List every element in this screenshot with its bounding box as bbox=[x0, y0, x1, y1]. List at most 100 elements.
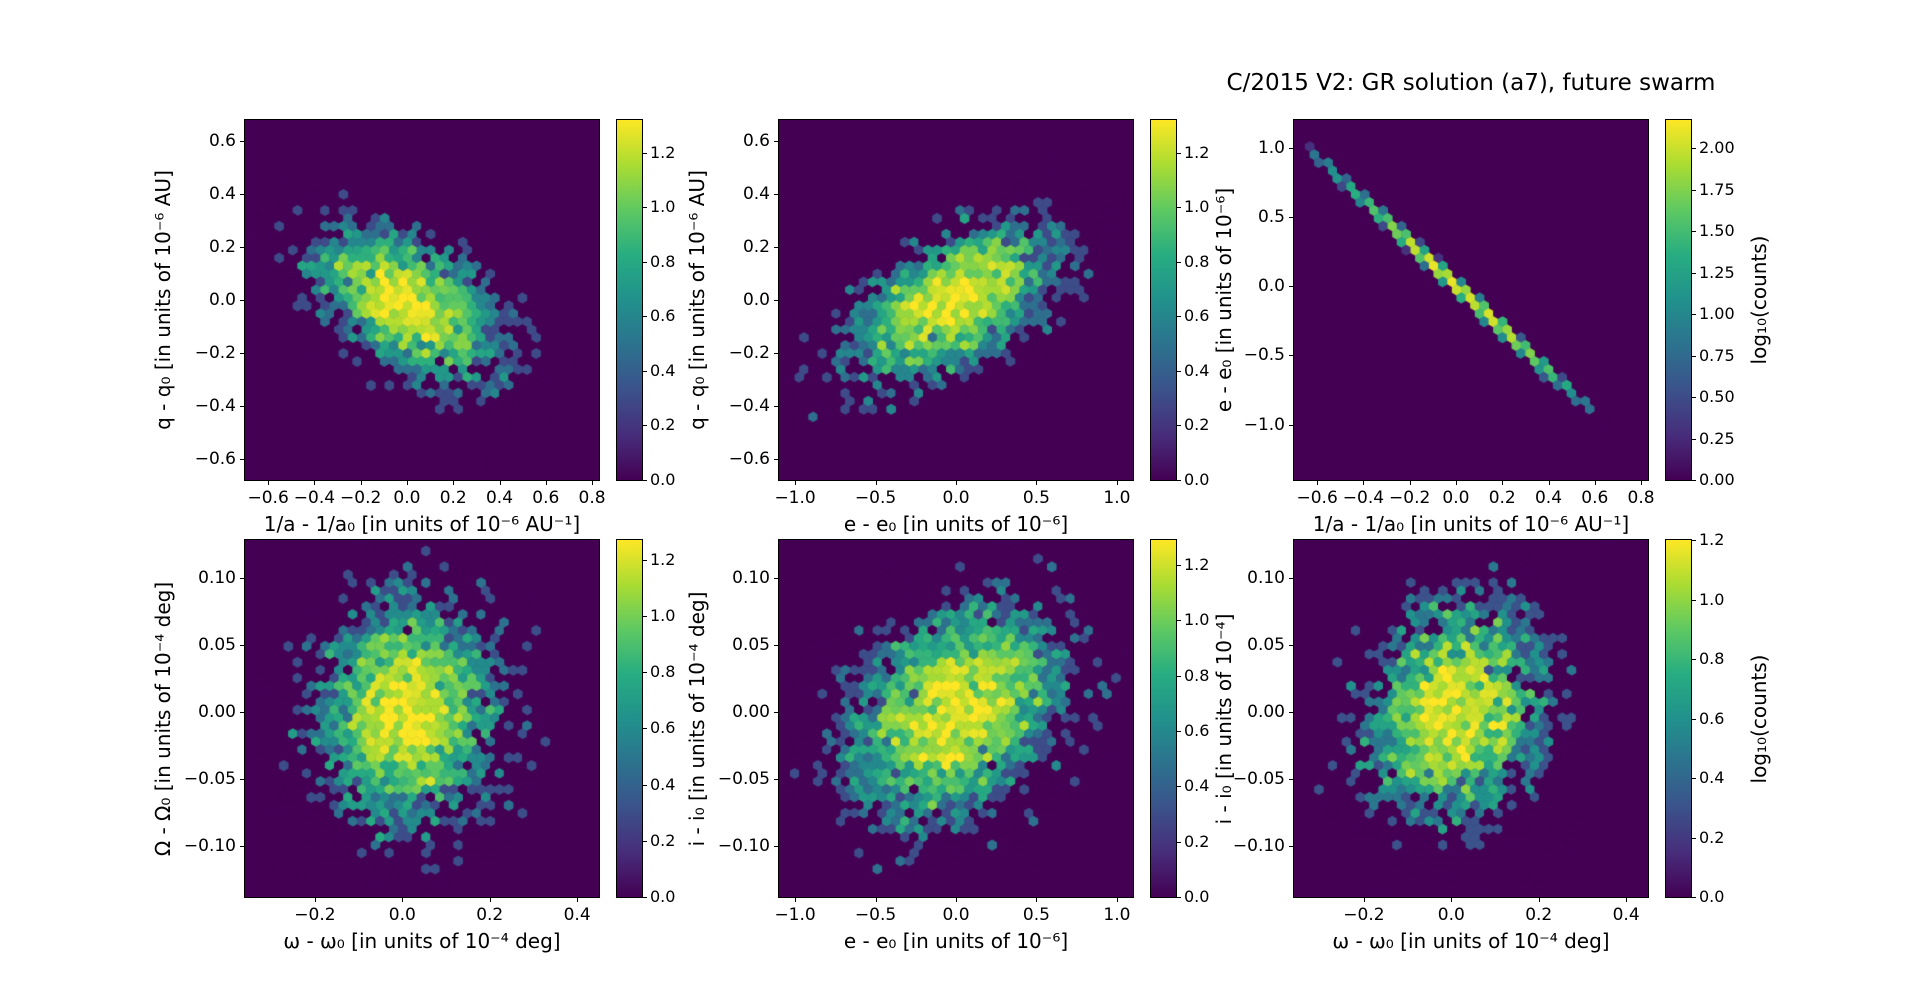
hexbin-plot-bottom-left bbox=[244, 539, 600, 898]
colorbar-tick-label: 0.2 bbox=[1184, 831, 1210, 851]
colorbar-tick-label: 1.0 bbox=[1184, 197, 1210, 217]
x-tick-label: 0.0 bbox=[1437, 905, 1465, 925]
colorbar-label: log₁₀(counts) bbox=[1747, 235, 1771, 365]
x-tick-label: 0.5 bbox=[1022, 488, 1050, 508]
colorbar-tick-label: 0.6 bbox=[1184, 306, 1210, 326]
x-tick-mark bbox=[453, 480, 455, 485]
hexbin-plot-bottom-middle bbox=[778, 539, 1134, 898]
y-axis-label: Ω - Ω₀ [in units of 10⁻⁴ deg] bbox=[151, 581, 175, 856]
y-tick-label: −0.4 bbox=[194, 395, 236, 416]
hexbin-plot-bottom-right bbox=[1293, 539, 1649, 898]
colorbar-tick-mark bbox=[1176, 425, 1181, 427]
x-tick-mark bbox=[1116, 480, 1118, 485]
y-tick-label: 0.6 bbox=[208, 131, 236, 152]
y-tick-label: 0.2 bbox=[208, 237, 236, 258]
colorbar-tick-mark bbox=[1691, 314, 1696, 316]
x-tick-label: 0.2 bbox=[476, 905, 504, 925]
y-tick-mark bbox=[240, 458, 245, 460]
y-tick-label: 0.10 bbox=[198, 567, 236, 588]
hexbin-canvas-top-left bbox=[245, 120, 599, 480]
colorbar-tick-label: 1.2 bbox=[1699, 530, 1725, 549]
colorbar-tick-mark bbox=[642, 615, 647, 617]
y-tick-label: 0.10 bbox=[1247, 567, 1285, 588]
x-tick-label: 0.0 bbox=[942, 905, 970, 925]
colorbar-tick-label: 0.0 bbox=[650, 470, 676, 489]
colorbar-tick-label: 0.6 bbox=[1184, 720, 1210, 740]
x-tick-label: 0.8 bbox=[578, 488, 606, 508]
y-tick-mark bbox=[240, 352, 245, 354]
y-tick-mark bbox=[774, 846, 779, 847]
y-tick-label: −0.2 bbox=[728, 342, 770, 363]
x-tick-label: 1.0 bbox=[1103, 488, 1131, 508]
colorbar-tick-label: 1.2 bbox=[650, 142, 676, 162]
x-tick-label: 0.2 bbox=[1488, 488, 1516, 508]
y-tick-mark bbox=[774, 778, 779, 780]
x-tick-mark bbox=[314, 480, 316, 485]
y-tick-mark bbox=[1289, 846, 1294, 847]
x-tick-label: 0.5 bbox=[1022, 905, 1050, 925]
x-tick-label: 0.0 bbox=[1442, 488, 1470, 508]
y-tick-label: −0.05 bbox=[1232, 768, 1285, 789]
x-tick-mark bbox=[499, 480, 501, 485]
y-tick-mark bbox=[240, 194, 245, 196]
y-tick-mark bbox=[240, 778, 245, 780]
y-tick-label: 0.00 bbox=[1247, 701, 1285, 722]
colorbar-tick-label: 1.0 bbox=[650, 605, 676, 625]
y-tick-mark bbox=[1289, 147, 1294, 149]
y-tick-mark bbox=[1289, 424, 1294, 426]
colorbar-tick-label: 0.8 bbox=[650, 251, 676, 271]
colorbar-label: log₁₀(counts) bbox=[1747, 654, 1771, 783]
colorbar-tick-mark bbox=[1176, 620, 1181, 622]
y-tick-label: −0.6 bbox=[728, 448, 770, 469]
y-tick-label: 0.05 bbox=[1247, 634, 1285, 655]
hexbin-canvas-bottom-left bbox=[245, 540, 599, 897]
y-axis-label: i - i₀ [in units of 10⁻⁴] bbox=[1212, 613, 1236, 824]
colorbar-tick-mark bbox=[1176, 152, 1181, 154]
colorbar-tick-label: 1.00 bbox=[1699, 304, 1735, 324]
y-tick-mark bbox=[240, 644, 245, 646]
colorbar-bottom-right bbox=[1665, 539, 1692, 898]
y-tick-mark bbox=[240, 711, 245, 713]
x-tick-mark bbox=[545, 480, 547, 485]
y-tick-mark bbox=[1289, 216, 1294, 218]
y-tick-mark bbox=[240, 247, 245, 249]
x-tick-label: −0.4 bbox=[293, 488, 336, 508]
x-tick-mark bbox=[1409, 480, 1411, 485]
colorbar-bottom-left bbox=[616, 539, 643, 898]
x-tick-mark bbox=[1317, 480, 1319, 485]
x-axis-label: e - e₀ [in units of 10⁻⁶] bbox=[843, 929, 1069, 953]
colorbar-tick-label: 0.6 bbox=[650, 718, 676, 738]
x-tick-label: −0.2 bbox=[1389, 488, 1431, 508]
y-tick-label: 0.0 bbox=[208, 290, 236, 310]
colorbar-tick-mark bbox=[1176, 897, 1181, 898]
hexbin-canvas-bottom-right bbox=[1294, 540, 1648, 897]
x-tick-mark bbox=[1594, 480, 1596, 485]
colorbar-tick-label: 1.2 bbox=[650, 549, 676, 569]
y-axis-label: q - q₀ [in units of 10⁻⁶ AU] bbox=[151, 170, 175, 430]
x-tick-label: −0.6 bbox=[1296, 488, 1338, 508]
hexbin-canvas-top-middle bbox=[779, 120, 1133, 480]
y-tick-mark bbox=[1289, 577, 1294, 579]
y-tick-mark bbox=[774, 300, 779, 301]
y-tick-label: 0.4 bbox=[208, 184, 236, 205]
y-tick-label: −1.0 bbox=[1243, 414, 1285, 435]
colorbar-tick-mark bbox=[1691, 837, 1696, 839]
colorbar-tick-label: 0.2 bbox=[650, 415, 676, 435]
colorbar-tick-mark bbox=[1691, 397, 1696, 399]
x-tick-label: 0.8 bbox=[1627, 488, 1655, 508]
x-tick-mark bbox=[875, 897, 877, 902]
colorbar-tick-mark bbox=[1176, 564, 1181, 566]
colorbar-tick-mark bbox=[642, 261, 647, 263]
colorbar-tick-label: 0.2 bbox=[1699, 827, 1725, 847]
colorbar-tick-label: 0.4 bbox=[650, 774, 676, 794]
y-tick-mark bbox=[774, 352, 779, 354]
x-tick-mark bbox=[956, 480, 957, 485]
y-tick-label: −0.6 bbox=[194, 448, 236, 469]
y-tick-label: 0.05 bbox=[732, 634, 770, 655]
x-tick-mark bbox=[577, 897, 579, 902]
colorbar-top-right bbox=[1665, 119, 1692, 481]
y-tick-mark bbox=[1289, 286, 1294, 288]
colorbar-tick-label: 0.4 bbox=[1184, 776, 1210, 796]
x-tick-label: −0.6 bbox=[247, 488, 289, 508]
colorbar-tick-label: 0.4 bbox=[650, 360, 676, 380]
